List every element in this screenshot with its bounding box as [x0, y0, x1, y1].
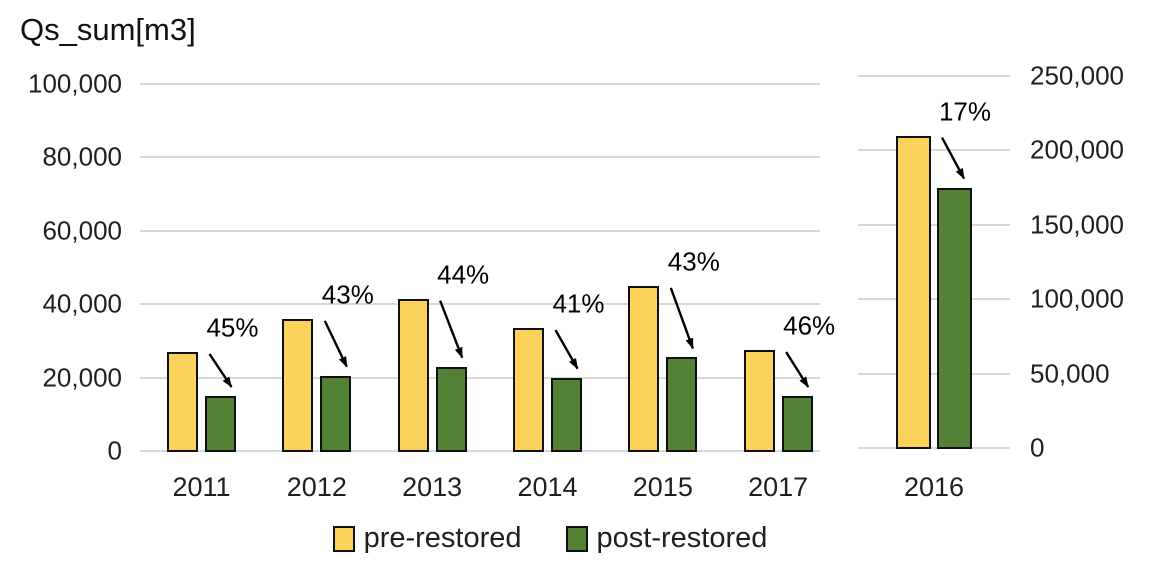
bar-post-restored-2012: [320, 375, 352, 452]
chart-title: Qs_sum[m3]: [20, 12, 196, 47]
category-label-2012: 2012: [286, 472, 347, 502]
gridline: [858, 298, 1010, 301]
y-axis-tick-label: 0: [1030, 432, 1045, 463]
bar-post-restored-2016: [937, 187, 972, 449]
bar-pre-restored-2013: [397, 298, 429, 452]
annotation-label-2011: 45%: [206, 312, 259, 343]
bar-post-restored-2017: [781, 395, 813, 452]
category-label-2016: 2016: [903, 472, 965, 502]
category-label-2013: 2013: [402, 472, 463, 502]
bar-pre-restored-2016: [896, 135, 931, 449]
gridline: [140, 83, 820, 85]
bar-post-restored-2011: [205, 395, 236, 452]
bar-pre-restored-2014: [512, 328, 544, 452]
y-axis-tick-label: 100,000: [28, 68, 122, 99]
legend-swatch-pre-restored: [332, 525, 355, 552]
legend-label: pre-restored: [363, 522, 522, 554]
gridline: [858, 223, 1010, 226]
gridline: [140, 376, 820, 379]
annotation-label-2014: 41%: [552, 288, 605, 319]
annotation-label-2013: 44%: [437, 259, 490, 290]
bar-post-restored-2015: [666, 357, 698, 452]
bar-pre-restored-2017: [743, 350, 775, 452]
gridline: [858, 149, 1010, 152]
annotation-arrow-2011: [208, 353, 233, 388]
legend-item-pre-restored: pre-restored: [332, 522, 522, 555]
bar-post-restored-2013: [435, 366, 467, 452]
category-label-2015: 2015: [632, 472, 693, 502]
bar-pre-restored-2011: [167, 351, 198, 452]
y-axis-tick-label: 100,000: [1030, 283, 1124, 314]
y-axis-tick-label: 50,000: [1030, 358, 1110, 389]
legend-label: post-restored: [596, 522, 768, 554]
gridline: [858, 75, 1010, 77]
gridline: [140, 156, 820, 159]
legend-swatch-post-restored: [565, 525, 588, 552]
legend-item-post-restored: post-restored: [565, 522, 768, 555]
y-axis-tick-label: 150,000: [1030, 209, 1124, 240]
y-axis-tick-label: 60,000: [42, 215, 122, 246]
annotation-label-2012: 43%: [321, 279, 374, 310]
y-axis-tick-label: 80,000: [42, 141, 122, 172]
annotation-label-2017: 46%: [783, 310, 836, 341]
gridline: [858, 447, 1010, 449]
annotation-arrow-2017: [785, 351, 810, 388]
annotation-arrow-2015: [669, 287, 694, 350]
annotation-label-2016: 17%: [938, 96, 992, 127]
y-axis-tick-label: 40,000: [42, 288, 122, 319]
y-axis-tick-label: 250,000: [1030, 60, 1124, 91]
bar-pre-restored-2012: [282, 318, 314, 452]
category-label-2011: 2011: [172, 472, 231, 502]
annotation-arrow-2014: [554, 329, 579, 370]
gridline: [858, 372, 1010, 375]
annotation-arrow-2016: [940, 136, 966, 180]
gridline: [140, 450, 820, 452]
gridline: [140, 229, 820, 232]
gridline: [140, 303, 820, 306]
bar-post-restored-2014: [550, 377, 582, 452]
y-axis-tick-label: 0: [107, 435, 122, 466]
annotation-arrow-2013: [439, 300, 464, 359]
category-label-2014: 2014: [517, 472, 578, 502]
bar-pre-restored-2015: [628, 285, 660, 452]
y-axis-tick-label: 200,000: [1030, 134, 1124, 165]
annotation-arrow-2012: [323, 320, 348, 368]
legend: pre-restored post-restored: [0, 522, 1100, 555]
y-axis-tick-label: 20,000: [42, 362, 122, 393]
category-label-2017: 2017: [748, 472, 809, 502]
annotation-label-2015: 43%: [667, 246, 720, 277]
